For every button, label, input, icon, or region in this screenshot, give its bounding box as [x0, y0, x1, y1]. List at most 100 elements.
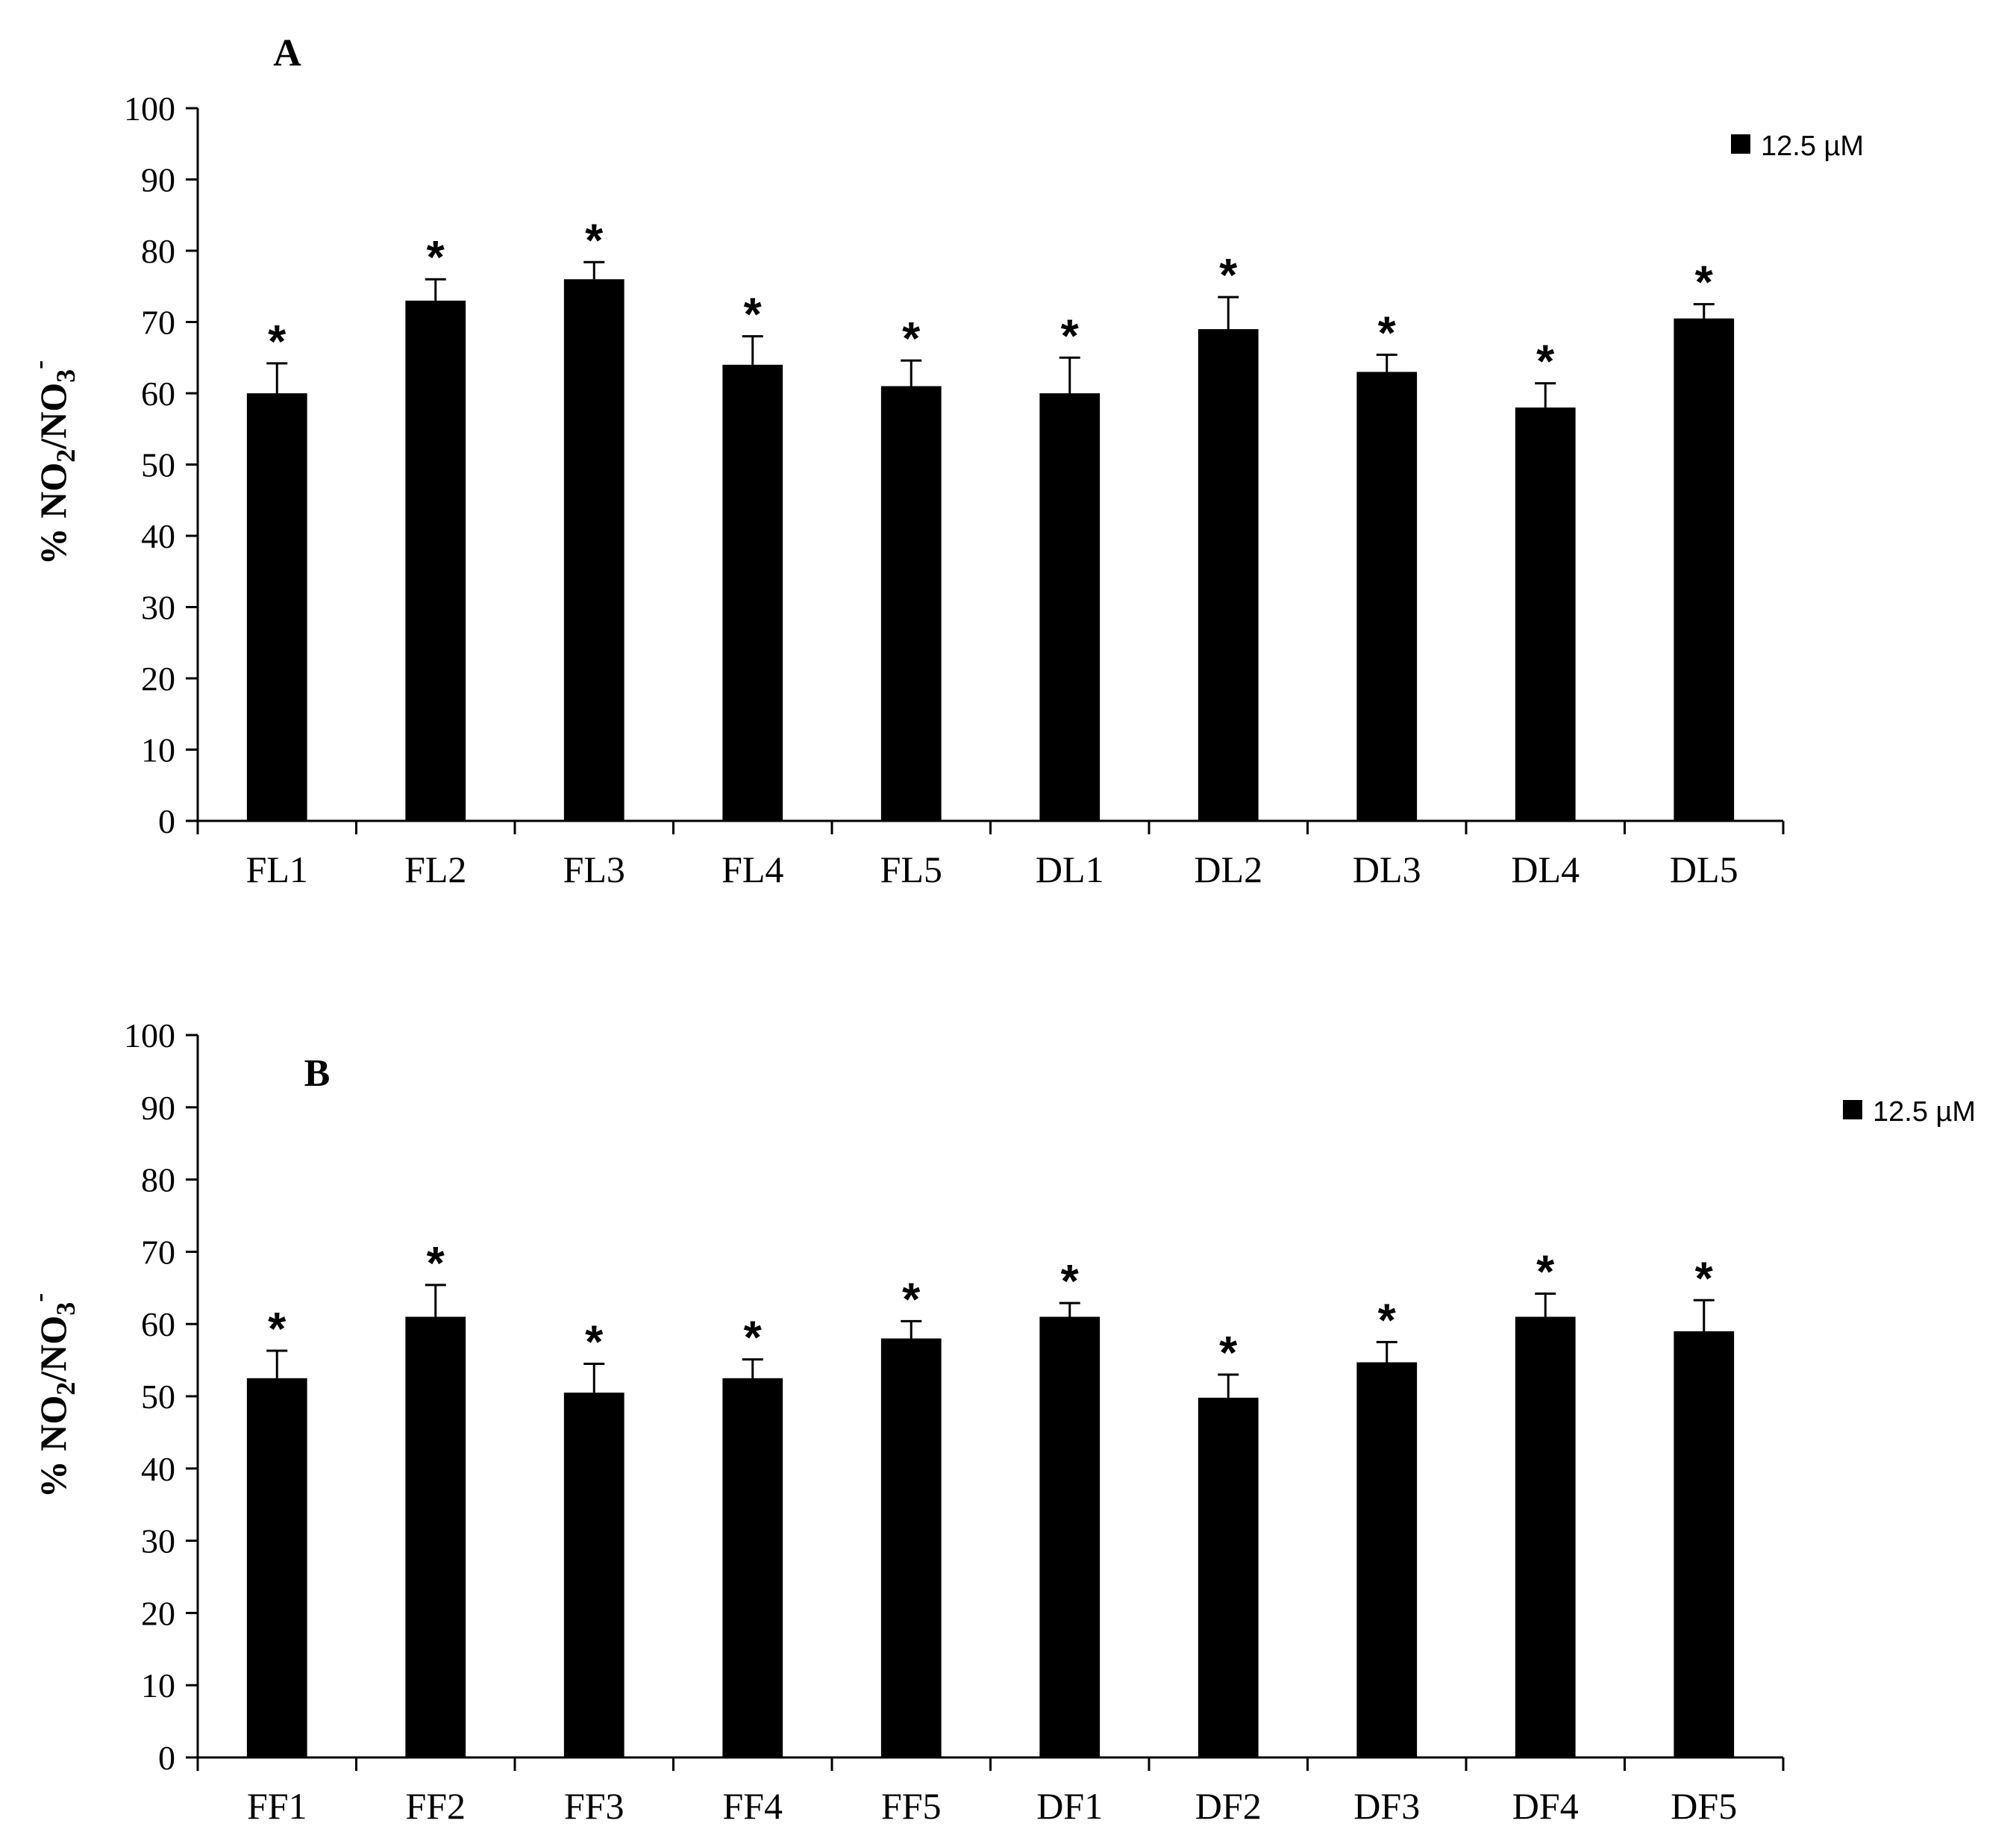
- y-tick-label: 20: [141, 660, 175, 698]
- legend-label: 12.5 µM: [1761, 131, 1864, 162]
- y-axis-title: % NO2/NO3-: [24, 360, 81, 565]
- significance-star: *: [744, 1313, 763, 1364]
- x-tick-label: FF1: [247, 1785, 307, 1827]
- significance-star: *: [902, 1274, 921, 1325]
- x-tick-label: FF5: [881, 1785, 942, 1827]
- y-tick-label: 0: [158, 802, 175, 840]
- significance-star: *: [1695, 257, 1714, 309]
- x-tick-label: FL1: [246, 849, 308, 890]
- bar-ff4: [722, 1378, 783, 1757]
- significance-star: *: [427, 232, 445, 284]
- bar-dl2: [1198, 329, 1259, 821]
- y-tick-label: 10: [141, 1666, 175, 1704]
- x-tick-label: DF4: [1512, 1785, 1579, 1827]
- bar-df4: [1515, 1316, 1576, 1757]
- bar-ff2: [405, 1316, 466, 1757]
- bar-fl1: [246, 393, 307, 821]
- panel-label: A: [273, 32, 301, 75]
- y-tick-label: 60: [141, 375, 175, 413]
- significance-star: *: [268, 316, 287, 368]
- y-tick-label: 60: [141, 1305, 175, 1343]
- significance-star: *: [1695, 1253, 1714, 1304]
- y-tick-label: 30: [141, 1522, 175, 1560]
- y-tick-label: 90: [141, 161, 175, 199]
- significance-star: *: [744, 290, 763, 341]
- legend: 12.5 µM: [1731, 131, 1864, 162]
- y-tick-label: 80: [141, 232, 175, 270]
- y-tick-label: 40: [141, 1450, 175, 1488]
- chart-panel-a: 0 10 20 30 40 50 60 70 80 90 100 * FL1 * FL2 * FL3 * FL4 * F…: [24, 32, 1864, 890]
- y-axis-title-part: -: [24, 1293, 54, 1302]
- significance-star: *: [1061, 1256, 1080, 1307]
- y-axis-title-part: 3: [51, 369, 81, 383]
- significance-star: *: [1378, 1295, 1397, 1346]
- x-tick-label: FL3: [563, 849, 625, 890]
- x-tick-label: FL2: [404, 849, 466, 890]
- y-axis-title-part: % NO: [32, 1396, 74, 1498]
- y-tick-label: 20: [141, 1594, 175, 1632]
- x-tick-label: FF4: [722, 1785, 783, 1827]
- y-tick-label: 0: [158, 1739, 175, 1777]
- bar-ff1: [246, 1378, 307, 1757]
- x-tick-label: DL4: [1511, 849, 1580, 890]
- bar-df1: [1039, 1316, 1101, 1757]
- y-tick-label: 10: [141, 731, 175, 769]
- bar-ff5: [880, 1338, 942, 1757]
- x-tick-label: DF2: [1195, 1785, 1262, 1827]
- y-axis-title-part: -: [24, 360, 54, 369]
- bar-fl2: [405, 300, 466, 822]
- bar-dl5: [1674, 318, 1735, 822]
- y-tick-label: 90: [141, 1089, 175, 1127]
- y-tick-label: 50: [141, 1378, 175, 1416]
- y-axis-title-part: /NO: [32, 383, 74, 450]
- bar-dl3: [1356, 372, 1418, 822]
- bar-fl4: [722, 364, 783, 821]
- x-tick-label: DL3: [1353, 849, 1421, 890]
- y-tick-label: 40: [141, 517, 175, 555]
- y-tick-label: 30: [141, 589, 175, 627]
- significance-star: *: [1219, 250, 1238, 301]
- y-axis-title-part: 2: [51, 1382, 81, 1396]
- y-tick-label: 100: [124, 90, 175, 128]
- legend-label: 12.5 µM: [1873, 1096, 1976, 1128]
- bar-ff3: [563, 1393, 624, 1757]
- bar-df2: [1198, 1397, 1259, 1757]
- x-tick-label: DL5: [1670, 849, 1738, 890]
- legend-swatch: [1731, 134, 1750, 154]
- bar-fl3: [563, 279, 624, 821]
- bar-df5: [1674, 1331, 1735, 1757]
- y-tick-label: 100: [124, 1016, 175, 1054]
- bar-df3: [1356, 1362, 1418, 1757]
- significance-star: *: [427, 1238, 445, 1290]
- y-tick-label: 80: [141, 1161, 175, 1199]
- bar-dl4: [1515, 407, 1576, 821]
- significance-star: *: [268, 1304, 287, 1355]
- significance-star: *: [902, 313, 921, 365]
- x-tick-label: FF2: [405, 1785, 466, 1827]
- legend: 12.5 µM: [1843, 1096, 1976, 1128]
- y-axis-title-part: % NO: [32, 463, 74, 566]
- y-tick-label: 50: [141, 446, 175, 484]
- x-tick-label: FL5: [880, 849, 942, 890]
- significance-star: *: [1536, 337, 1555, 388]
- y-axis-title-part: /NO: [32, 1316, 74, 1383]
- x-tick-label: DF5: [1671, 1785, 1737, 1827]
- y-tick-label: 70: [141, 1233, 175, 1271]
- significance-star: *: [1378, 307, 1397, 359]
- x-tick-label: FF3: [564, 1785, 624, 1827]
- x-tick-label: DF3: [1353, 1785, 1420, 1827]
- significance-star: *: [585, 1316, 604, 1368]
- significance-star: *: [1219, 1328, 1238, 1379]
- x-tick-label: DL1: [1036, 849, 1104, 890]
- y-tick-label: 70: [141, 304, 175, 342]
- bar-dl1: [1039, 393, 1101, 821]
- bar-fl5: [880, 386, 942, 821]
- x-tick-label: FL4: [721, 849, 783, 890]
- y-axis-title-part: 2: [51, 449, 81, 463]
- significance-star: *: [1061, 310, 1080, 362]
- y-axis-title-part: 3: [51, 1302, 81, 1316]
- x-tick-label: DF1: [1036, 1785, 1103, 1827]
- legend-swatch: [1843, 1100, 1862, 1119]
- y-axis-title: % NO2/NO3-: [24, 1293, 81, 1498]
